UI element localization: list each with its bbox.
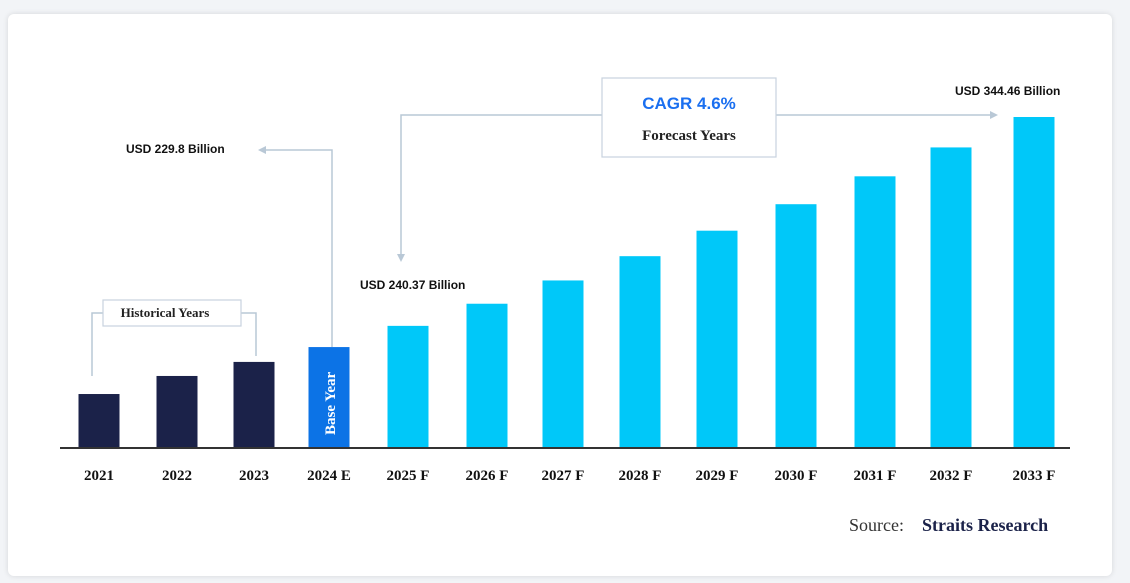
- first-forecast-value-label: USD 240.37 Billion: [360, 278, 465, 292]
- x-tick-label: 2021: [84, 468, 114, 484]
- source-name: Straits Research: [922, 515, 1048, 535]
- x-tick-label: 2028 F: [619, 468, 662, 484]
- bar-2025-f: [387, 325, 429, 448]
- bar-2022: [156, 375, 198, 448]
- forecast-connector-left: [400, 114, 602, 256]
- arrow-right-icon: [990, 111, 998, 119]
- bar-2023: [233, 361, 275, 448]
- bar-2026-f: [466, 303, 508, 448]
- bar-2021: [78, 394, 120, 448]
- base-value-label: USD 229.8 Billion: [126, 142, 225, 156]
- x-tick-label: 2029 F: [696, 468, 739, 484]
- cagr-label: CAGR 4.6%: [642, 94, 736, 113]
- base-year-label: Base Year: [323, 371, 339, 435]
- forecast-box: [601, 77, 777, 158]
- last-forecast-value-label: USD 344.46 Billion: [955, 84, 1060, 98]
- historical-bracket-right: [241, 312, 257, 356]
- x-tick-label: 2033 F: [1013, 468, 1056, 484]
- bar-2033-f: [1013, 117, 1055, 448]
- x-tick-label: 2023: [239, 468, 269, 484]
- x-tick-label: 2024 E: [307, 468, 351, 484]
- bar-2028-f: [619, 256, 661, 448]
- arrow-left-icon: [258, 146, 266, 154]
- x-tick-label: 2031 F: [854, 468, 897, 484]
- historical-years-label: Historical Years: [121, 305, 210, 320]
- bar-2024-e: [308, 347, 350, 448]
- base-connector: [262, 149, 333, 347]
- bar-2027-f: [542, 280, 584, 448]
- x-tick-label: 2022: [162, 468, 192, 484]
- bar-2031-f: [854, 176, 896, 448]
- source-prefix: Source:: [849, 515, 904, 535]
- forecast-years-label: Forecast Years: [642, 128, 736, 144]
- x-tick-label: 2025 F: [387, 468, 430, 484]
- arrow-down-icon: [397, 254, 405, 262]
- x-tick-label: 2027 F: [542, 468, 585, 484]
- historical-bracket-left: [91, 312, 103, 376]
- x-tick-label: 2030 F: [775, 468, 818, 484]
- x-tick-label: 2032 F: [930, 468, 973, 484]
- bar-2029-f: [696, 230, 738, 448]
- bar-2032-f: [930, 147, 972, 448]
- x-tick-label: 2026 F: [466, 468, 509, 484]
- historical-box: [102, 299, 242, 327]
- bar-2030-f: [775, 204, 817, 448]
